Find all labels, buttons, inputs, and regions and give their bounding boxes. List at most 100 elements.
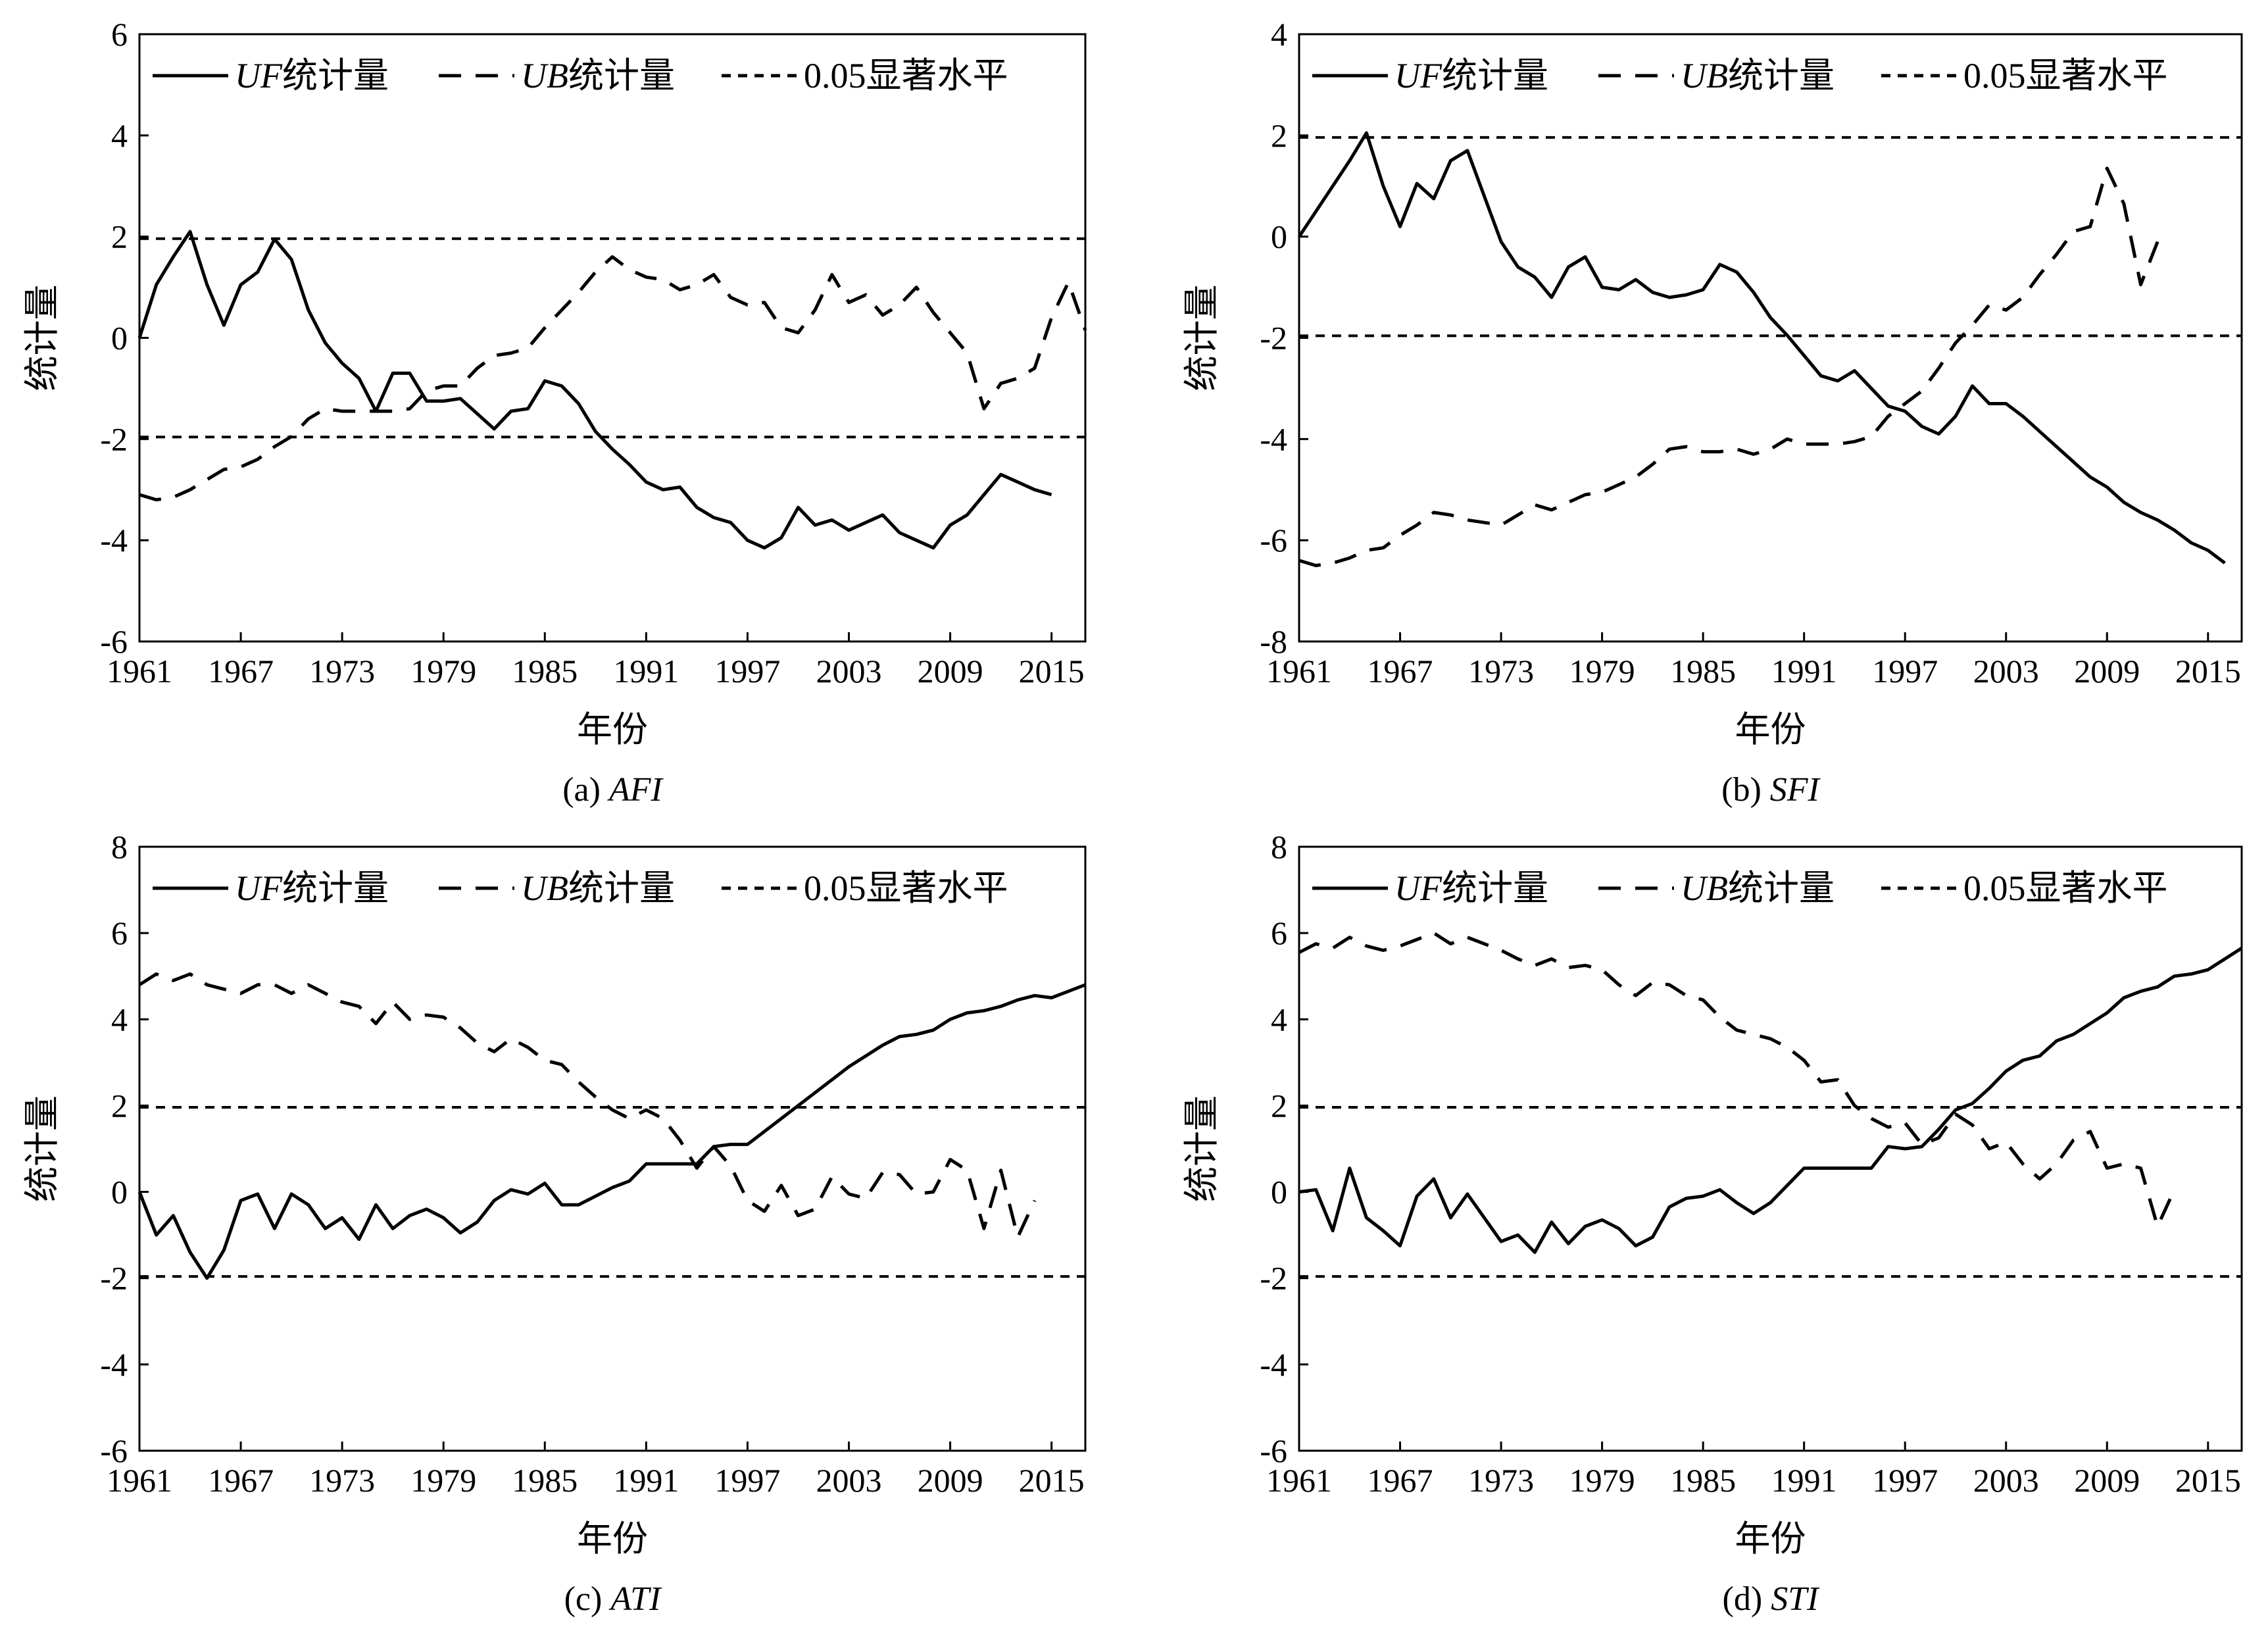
y-tick-label: -4 (100, 522, 128, 559)
x-axis-title: 年份 (1735, 710, 1806, 749)
panel-caption: (b) SFI (1721, 771, 1821, 809)
y-tick-label: 2 (111, 218, 128, 255)
caption-index: STI (1771, 1580, 1820, 1618)
legend-series-word: 0.05显著水平 (1963, 868, 2168, 908)
x-tick-label: 2009 (2074, 1462, 2140, 1499)
x-axis-title: 年份 (577, 710, 648, 749)
legend-series-code: UF (235, 56, 283, 95)
x-tick-label: 1973 (1468, 1462, 1534, 1499)
x-tick-label: 1979 (410, 1462, 476, 1499)
caption-index: ATI (608, 1580, 662, 1618)
legend-series-code: UF (1394, 868, 1442, 908)
legend-series-word: 统计量 (1442, 868, 1548, 908)
y-tick-label: 0 (111, 320, 128, 357)
x-tick-label: 1991 (1771, 1462, 1837, 1499)
plot-frame (138, 33, 1087, 643)
legend-series-word: 统计量 (1442, 56, 1548, 95)
legend-ub-label: UB统计量 (1681, 56, 1835, 95)
legend: UF统计量 UB统计量 0.05显著水平 (153, 868, 1008, 908)
legend-series-word: 0.05显著水平 (804, 56, 1008, 95)
x-tick-label: 1961 (1266, 653, 1332, 690)
legend-significance-label: 0.05显著水平 (1963, 868, 2168, 908)
y-tick-label: -6 (1260, 522, 1287, 559)
legend-series-code: UB (521, 56, 568, 95)
uf-series-line (137, 983, 1086, 1280)
y-axis-title: 统计量 (22, 285, 62, 391)
y-tick-label: 0 (1271, 1174, 1287, 1211)
caption-label: (a) (562, 771, 609, 809)
x-tick-label: 1991 (613, 1462, 679, 1499)
chart-panel-c: -6 -4 -2 0 2 4 6 8 1961 1967 1973 1979 1985 1991 1997 2… (22, 828, 1087, 1618)
legend-uf-label: UF统计量 (1394, 56, 1548, 95)
y-tick-label: -6 (1260, 1432, 1287, 1469)
legend-significance-label: 0.05显著水平 (804, 868, 1008, 908)
x-tick-label: 1979 (410, 653, 476, 690)
caption-label: (d) (1723, 1580, 1771, 1618)
y-tick-label: 0 (111, 1174, 128, 1211)
x-tick-label: 1979 (1569, 1462, 1635, 1499)
y-axis-title: 统计量 (1182, 1095, 1221, 1202)
chart-panel-b: -8 -6 -4 -2 0 2 4 1961 1967 1973 1979 1985 1991 1997 2… (1182, 16, 2243, 809)
legend-ub-label: UB统计量 (521, 868, 675, 908)
legend-series-word: 统计量 (568, 56, 675, 95)
x-tick-label: 1967 (1368, 653, 1433, 690)
chart-panel-a: -6 -4 -2 0 2 4 6 1961 1967 1973 1979 1985 1991 1997 20… (22, 16, 1087, 809)
x-axis-title: 年份 (1735, 1519, 1806, 1559)
y-tick-label: 2 (111, 1087, 128, 1124)
legend-uf-label: UF统计量 (235, 868, 389, 908)
legend-series-code: UF (235, 868, 283, 908)
ub-series-line (1298, 166, 2159, 568)
x-tick-label: 2003 (816, 653, 882, 690)
legend-ub-label: UB统计量 (521, 56, 675, 95)
x-tick-label: 1997 (714, 1462, 780, 1499)
y-tick-label: 4 (111, 1001, 128, 1038)
x-tick-label: 1985 (512, 653, 578, 690)
x-tick-label: 1985 (1670, 1462, 1736, 1499)
y-tick-label: -2 (100, 420, 128, 457)
y-tick-label: -4 (1260, 1346, 1287, 1383)
x-tick-label: 1979 (1569, 653, 1635, 690)
x-tick-label: 1985 (512, 1462, 578, 1499)
panel-caption: (c) ATI (564, 1580, 662, 1618)
legend-series-code: UB (521, 868, 568, 908)
plot-frame (1298, 33, 2243, 643)
x-tick-label: 1973 (1468, 653, 1534, 690)
x-tick-label: 1997 (714, 653, 780, 690)
uf-series-line (137, 230, 1052, 550)
uf-series-line (1297, 131, 2226, 565)
y-tick-label: 6 (1271, 915, 1287, 951)
y-tick-label: 8 (1271, 828, 1287, 865)
panel-caption: (d) STI (1723, 1580, 1821, 1618)
ub-series-line (1298, 931, 2176, 1228)
y-tick-label: 8 (111, 828, 128, 865)
caption-index: SFI (1770, 771, 1821, 809)
panel-caption: (a) AFI (562, 771, 664, 809)
plot-frame (1298, 845, 2243, 1452)
legend-significance-label: 0.05显著水平 (1963, 56, 2168, 95)
x-tick-label: 1991 (613, 653, 679, 690)
y-axis-title: 统计量 (1182, 285, 1221, 391)
legend: UF 统计量 UB统计量 0.05显著水平 (153, 56, 1008, 95)
y-tick-label: 6 (111, 915, 128, 951)
y-tick-label: -8 (1260, 623, 1287, 660)
x-tick-label: 2003 (1973, 653, 2039, 690)
legend-series-word: 统计量 (1728, 56, 1835, 95)
legend-series-code: UB (1681, 868, 1728, 908)
legend-significance-label: 0.05显著水平 (804, 56, 1008, 95)
x-tick-label: 2015 (1019, 1462, 1085, 1499)
x-tick-label: 2015 (2175, 653, 2241, 690)
y-tick-label: -4 (1260, 420, 1287, 457)
x-tick-label: 1961 (107, 653, 172, 690)
legend: UF统计量 UB统计量 0.05显著水平 (1312, 56, 2168, 95)
x-tick-label: 1967 (208, 653, 274, 690)
caption-label: (c) (564, 1580, 611, 1618)
y-tick-label: 0 (1271, 218, 1287, 255)
x-tick-label: 1973 (309, 1462, 375, 1499)
x-tick-label: 2003 (816, 1462, 882, 1499)
legend-series-word: 0.05显著水平 (804, 868, 1008, 908)
y-tick-label: -2 (100, 1260, 128, 1297)
y-tick-label: -4 (100, 1346, 128, 1383)
plot-frame (138, 845, 1087, 1452)
legend-ub-label: UB统计量 (1681, 868, 1835, 908)
